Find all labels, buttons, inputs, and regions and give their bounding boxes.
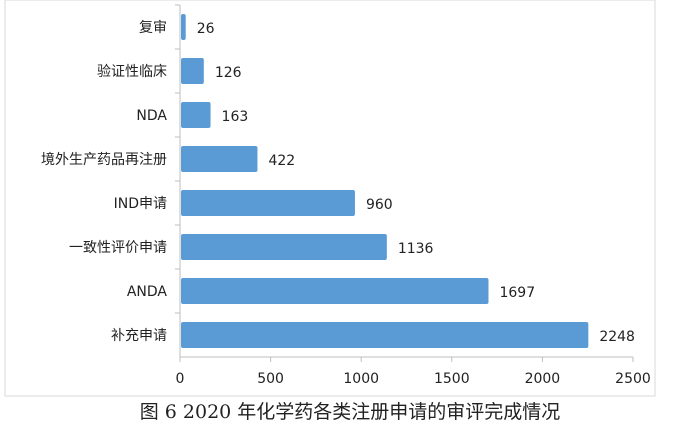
x-tick-label: 1500 <box>434 371 470 387</box>
category-label: 补充申请 <box>111 328 167 344</box>
data-label: 960 <box>366 197 393 213</box>
x-tick-label: 2500 <box>615 371 651 387</box>
bar <box>181 58 204 84</box>
data-label: 1136 <box>398 241 434 257</box>
bar <box>181 234 387 260</box>
data-label: 2248 <box>599 329 635 345</box>
bar <box>181 190 355 216</box>
data-label: 163 <box>222 109 249 125</box>
data-label: 126 <box>215 65 242 81</box>
category-label: 一致性评价申请 <box>69 240 167 256</box>
x-tick-label: 500 <box>257 371 284 387</box>
category-label: IND申请 <box>114 196 167 212</box>
category-label: ANDA <box>127 284 168 300</box>
bar <box>181 278 489 304</box>
bar <box>181 102 211 128</box>
chart-border <box>4 0 656 397</box>
data-label: 1697 <box>499 285 535 301</box>
data-label: 26 <box>197 21 215 37</box>
bar <box>181 146 258 172</box>
bar <box>181 322 589 348</box>
figure-caption: 图 6 2020 年化学药各类注册申请的审评完成情况 <box>139 401 561 423</box>
category-label: NDA <box>136 108 167 124</box>
x-tick-label: 1000 <box>343 371 379 387</box>
category-label: 境外生产药品再注册 <box>41 152 167 168</box>
x-tick-label: 0 <box>176 371 185 387</box>
x-tick-label: 2000 <box>525 371 561 387</box>
category-label: 验证性临床 <box>97 64 167 80</box>
bar <box>181 14 186 40</box>
category-label: 复审 <box>139 19 167 36</box>
data-label: 422 <box>268 153 295 169</box>
